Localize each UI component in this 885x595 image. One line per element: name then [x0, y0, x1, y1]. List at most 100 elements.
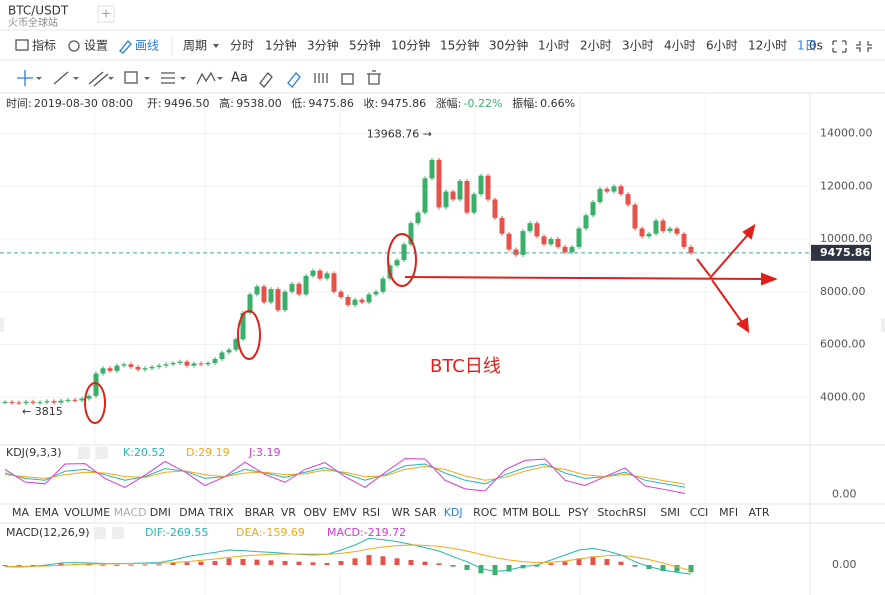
- tool-dropdowns: [36, 77, 223, 80]
- period-option[interactable]: 4小时: [664, 39, 696, 53]
- macd-bar: [534, 565, 540, 567]
- drawing-tools[interactable]: [17, 70, 381, 88]
- draw-button[interactable]: 画线: [135, 39, 159, 53]
- period-option[interactable]: 2小时: [580, 39, 612, 53]
- indicator-tab[interactable]: VR: [281, 506, 297, 519]
- indicator-tab[interactable]: RSI: [362, 506, 380, 519]
- indicator-tab[interactable]: EMV: [333, 506, 357, 519]
- add-tab-box[interactable]: [97, 5, 115, 23]
- indicator-tab[interactable]: VOLUME: [64, 506, 110, 519]
- kdj-line: [4, 458, 686, 494]
- price-tick-label: 8000.00: [820, 285, 866, 298]
- macd-bar: [128, 564, 134, 566]
- indicator-tab[interactable]: MA: [12, 506, 29, 519]
- macd-bar: [450, 565, 456, 567]
- info-value: 9475.86: [381, 97, 427, 110]
- info-label: 涨幅:: [436, 97, 462, 110]
- countdown: 0s: [809, 39, 823, 53]
- period-option[interactable]: 5分钟: [349, 38, 381, 53]
- low-annotation: ← 3815: [22, 405, 63, 418]
- macd-bar: [226, 558, 232, 565]
- period-option[interactable]: 15分钟: [440, 38, 479, 53]
- macd-bar: [352, 558, 358, 565]
- period-option[interactable]: 30分钟: [489, 38, 528, 53]
- caption: BTC日线: [430, 356, 501, 377]
- period-option[interactable]: 1分钟: [265, 38, 297, 53]
- indicator-tab[interactable]: SAR: [414, 506, 437, 519]
- period-option[interactable]: 分时: [230, 39, 254, 53]
- info-value: 9496.50: [164, 97, 210, 110]
- macd-bar: [142, 564, 148, 566]
- info-label: 时间:: [6, 97, 32, 110]
- indicator-tab[interactable]: PSY: [568, 506, 589, 519]
- macd-bar: [310, 562, 316, 565]
- macd-bar: [366, 555, 372, 565]
- indicator-tab[interactable]: StochRSI: [597, 506, 646, 519]
- macd-bar: [240, 559, 246, 565]
- indicator-tab[interactable]: ATR: [749, 506, 770, 519]
- indicator-tab[interactable]: WR: [392, 506, 411, 519]
- symbol[interactable]: BTC/USDT: [8, 4, 69, 18]
- indicator-tab[interactable]: MFI: [719, 506, 738, 519]
- indicator-tab[interactable]: DMI: [150, 506, 171, 519]
- info-label: 振幅:: [512, 96, 538, 110]
- legend-entry: J:3.19: [248, 446, 280, 459]
- indicator-tab[interactable]: TRIX: [208, 506, 235, 519]
- indicator-tab[interactable]: CCI: [690, 506, 709, 519]
- macd-tick-label: 0.00: [832, 558, 857, 571]
- macd-line: [4, 544, 692, 571]
- scroll-right[interactable]: [881, 318, 885, 332]
- indicator-tab[interactable]: BOLL: [532, 506, 561, 519]
- indicator-tab[interactable]: BRAR: [245, 506, 275, 519]
- indicator-tab[interactable]: SMI: [660, 506, 680, 519]
- vertical-grid: [94, 93, 706, 595]
- panel-button[interactable]: [78, 447, 90, 459]
- indicator-tab[interactable]: MTM: [503, 506, 529, 519]
- macd-bar: [184, 562, 190, 565]
- indicator-tab[interactable]: MACD: [114, 506, 147, 519]
- indicator-tab[interactable]: DMA: [179, 506, 205, 519]
- legend-entry: DIF:-269.55: [145, 526, 208, 539]
- period-option[interactable]: 10分钟: [391, 38, 430, 53]
- macd-bar: [674, 565, 680, 572]
- indicator-tab[interactable]: ROC: [473, 506, 497, 519]
- indicator-tab[interactable]: OBV: [303, 506, 327, 519]
- info-value: 2019-08-30 08:00: [34, 97, 133, 110]
- kdj-line: [4, 463, 686, 488]
- macd-bar: [296, 561, 302, 565]
- panel-close[interactable]: [96, 447, 108, 459]
- fullscreen-icons[interactable]: [832, 40, 872, 53]
- macd-bar: [324, 563, 330, 565]
- macd-bar: [268, 560, 274, 565]
- macd-bar: [618, 561, 624, 565]
- period-option[interactable]: 1小时: [538, 39, 570, 53]
- macd-bar: [506, 565, 512, 572]
- macd-bar: [114, 564, 120, 566]
- settings-button[interactable]: 设置: [84, 39, 108, 53]
- indicator-tab[interactable]: KDJ: [444, 506, 463, 519]
- macd-bar: [562, 561, 568, 565]
- macd-bar: [590, 556, 596, 565]
- panel-close[interactable]: [112, 527, 124, 539]
- kdj-tick-label: 0.00: [832, 488, 857, 501]
- period-option[interactable]: 12小时: [748, 39, 787, 53]
- macd-bar: [198, 561, 204, 565]
- macd-bar: [338, 561, 344, 565]
- add-tab[interactable]: +: [101, 7, 111, 21]
- text-tool[interactable]: Aa: [231, 71, 248, 86]
- scroll-left[interactable]: [0, 318, 4, 332]
- info-value: 0.66%: [540, 97, 575, 110]
- indicator-tab[interactable]: EMA: [35, 506, 59, 519]
- period-select[interactable]: 周期: [183, 39, 207, 53]
- period-option[interactable]: 1日: [797, 39, 817, 53]
- period-option[interactable]: 3小时: [622, 39, 654, 53]
- macd-bar: [436, 563, 442, 565]
- indicator-icon: [15, 39, 29, 51]
- indicators-button[interactable]: 指标: [32, 38, 56, 53]
- macd-bar: [100, 564, 106, 566]
- current-price-box: [811, 244, 871, 261]
- legend-entry: DEA:-159.69: [236, 526, 305, 539]
- period-option[interactable]: 3分钟: [307, 38, 339, 53]
- panel-button[interactable]: [94, 527, 106, 539]
- period-option[interactable]: 6小时: [706, 39, 738, 53]
